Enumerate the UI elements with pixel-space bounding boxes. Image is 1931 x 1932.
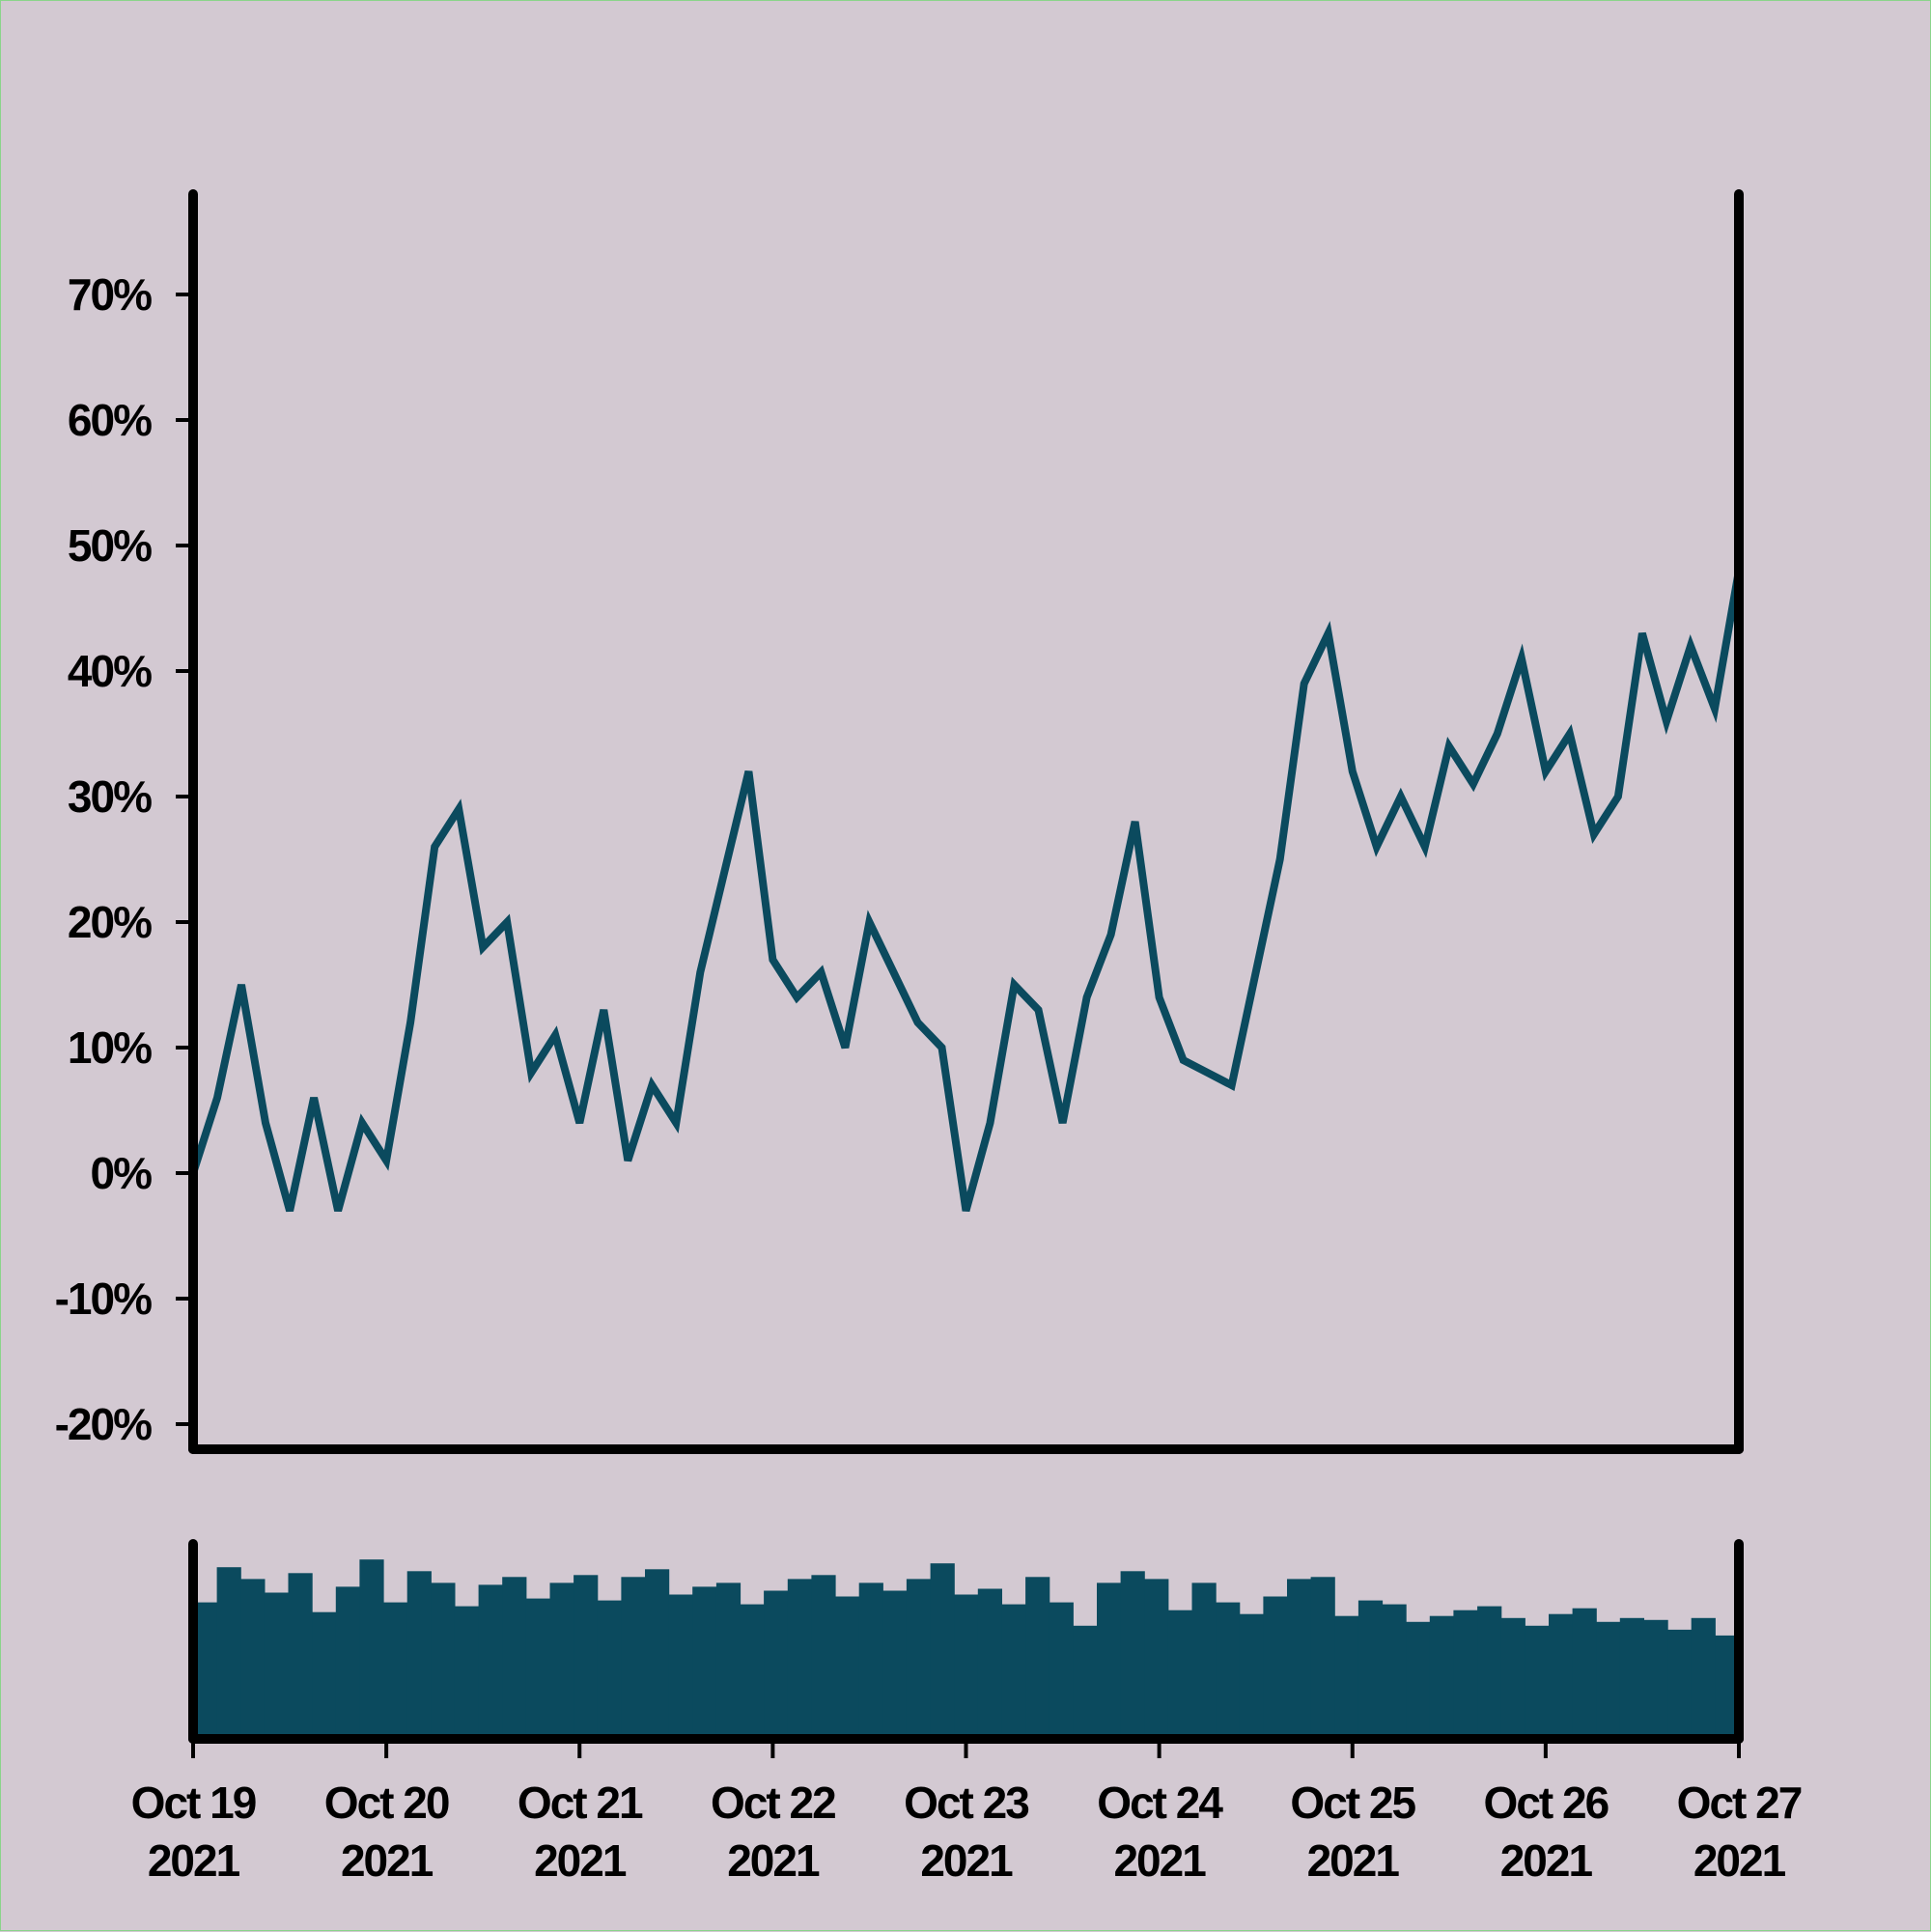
volume-bar — [1001, 1604, 1026, 1739]
volume-bar — [668, 1594, 693, 1739]
volume-bar — [549, 1582, 574, 1739]
y-tick-label: 40% — [68, 646, 152, 696]
volume-bar — [454, 1606, 480, 1739]
y-tick-label: -10% — [55, 1274, 152, 1324]
x-tick-label: 2021 — [920, 1835, 1013, 1886]
y-tick-label: 70% — [68, 269, 152, 320]
volume-bar — [1216, 1602, 1241, 1739]
volume-bar — [1073, 1625, 1098, 1739]
volume-bar — [906, 1579, 932, 1739]
x-tick-label: Oct 24 — [1097, 1778, 1223, 1828]
volume-bar — [335, 1586, 360, 1739]
volume-bar — [288, 1573, 313, 1739]
volume-bar — [977, 1588, 1002, 1739]
volume-bar — [1406, 1621, 1431, 1739]
volume-bar — [1429, 1615, 1454, 1739]
volume-bar — [383, 1602, 408, 1739]
volume-bar — [740, 1604, 765, 1739]
y-axis-ticks: -20% -10% 0% 10% 20% 30% 40% 50% 60% 70% — [55, 269, 193, 1449]
x-tick-label: 2021 — [148, 1835, 240, 1886]
volume-bar — [1572, 1608, 1597, 1739]
x-tick-label: Oct 25 — [1290, 1778, 1415, 1828]
volume-bar — [1025, 1577, 1050, 1739]
volume-bar — [692, 1586, 717, 1739]
volume-bar — [264, 1592, 290, 1739]
x-axis-ticks: Oct 19 2021 Oct 20 2021 Oct 21 2021 Oct 22 2021… — [131, 1739, 1804, 1886]
volume-plot-axes — [188, 1539, 1744, 1744]
volume-bar — [645, 1569, 670, 1739]
volume-bar — [1239, 1613, 1264, 1739]
volume-bar — [1120, 1571, 1145, 1739]
volume-bar — [1691, 1617, 1716, 1739]
volume-bar — [406, 1571, 432, 1739]
volume-bar — [431, 1582, 456, 1739]
volume-bar — [1596, 1621, 1621, 1739]
volume-bar — [1525, 1625, 1550, 1739]
volume-bar — [1500, 1617, 1525, 1739]
volume-bar — [1667, 1629, 1693, 1739]
volume-bar — [1097, 1582, 1122, 1739]
x-tick-label: Oct 27 — [1677, 1778, 1802, 1828]
x-tick-label: Oct 22 — [711, 1778, 835, 1828]
x-tick-label: 2021 — [727, 1835, 820, 1886]
volume-bar — [787, 1579, 812, 1739]
x-tick-label: Oct 19 — [131, 1778, 256, 1828]
x-tick-label: 2021 — [341, 1835, 434, 1886]
main-plot-axes — [188, 189, 1744, 1454]
volume-bar — [1619, 1617, 1644, 1739]
volume-bar — [1382, 1604, 1407, 1739]
y-tick-label: 30% — [68, 771, 152, 822]
x-tick-label: Oct 20 — [324, 1778, 449, 1828]
y-tick-label: 10% — [68, 1022, 152, 1073]
y-tick-label: 50% — [68, 520, 152, 571]
volume-bar — [835, 1596, 860, 1739]
y-tick-label: 0% — [91, 1148, 153, 1198]
volume-bar — [1549, 1613, 1574, 1739]
volume-bar — [1310, 1577, 1335, 1739]
volume-bars — [193, 1559, 1740, 1739]
volume-bar — [1167, 1610, 1193, 1739]
volume-bar — [502, 1577, 527, 1739]
price-line — [189, 567, 1743, 1213]
volume-bar — [1453, 1610, 1478, 1739]
volume-bar — [574, 1575, 599, 1739]
x-tick-label: 2021 — [1693, 1835, 1786, 1886]
y-tick-label: -20% — [55, 1399, 152, 1449]
volume-bar — [240, 1579, 266, 1739]
volume-bar — [621, 1577, 646, 1739]
volume-bar — [764, 1590, 789, 1739]
volume-bar — [1049, 1602, 1074, 1739]
volume-bar — [715, 1582, 742, 1739]
y-tick-label: 20% — [68, 897, 152, 947]
volume-bar — [312, 1611, 337, 1739]
volume-bar — [478, 1584, 503, 1739]
x-tick-label: 2021 — [534, 1835, 627, 1886]
x-tick-label: 2021 — [1113, 1835, 1206, 1886]
x-tick-label: Oct 21 — [518, 1778, 643, 1828]
volume-bar — [1144, 1579, 1169, 1739]
x-tick-label: 2021 — [1307, 1835, 1400, 1886]
volume-bar — [359, 1559, 384, 1739]
volume-bar — [1263, 1596, 1288, 1739]
volume-bar — [1477, 1606, 1502, 1739]
volume-bar — [1287, 1579, 1312, 1739]
volume-bar — [216, 1567, 241, 1739]
volume-bar — [858, 1582, 883, 1739]
volume-bar — [954, 1594, 979, 1739]
volume-bar — [525, 1598, 550, 1739]
y-tick-label: 60% — [68, 395, 152, 445]
volume-bar — [1191, 1582, 1217, 1739]
volume-bar — [1334, 1615, 1359, 1739]
x-tick-label: Oct 23 — [904, 1778, 1028, 1828]
volume-bar — [882, 1590, 908, 1739]
volume-bar — [597, 1600, 622, 1739]
x-tick-label: 2021 — [1500, 1835, 1593, 1886]
x-tick-label: Oct 26 — [1484, 1778, 1609, 1828]
volume-bar — [1357, 1600, 1384, 1739]
volume-bar — [811, 1575, 836, 1739]
volume-bar — [1643, 1619, 1668, 1739]
volume-bar — [930, 1563, 955, 1739]
